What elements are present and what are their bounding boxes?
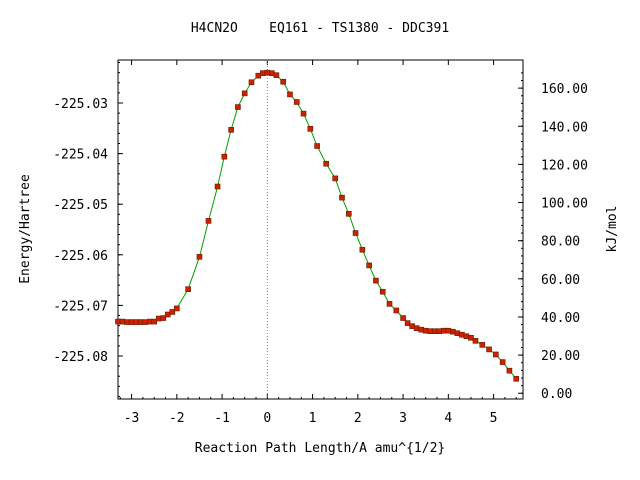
data-point — [352, 230, 359, 236]
data-point — [323, 160, 329, 167]
data-point — [185, 286, 191, 293]
data-point — [314, 143, 320, 149]
data-point — [479, 342, 486, 348]
data-point — [214, 183, 221, 190]
data-point — [468, 334, 474, 341]
data-point — [373, 277, 379, 284]
data-point — [386, 301, 393, 307]
data-point — [513, 375, 520, 382]
x-tick-label: 2 — [354, 411, 362, 426]
y-tick-label: -225.08 — [53, 350, 108, 365]
data-point — [205, 218, 212, 224]
x-tick-label: -2 — [169, 411, 185, 426]
data-point — [174, 305, 180, 312]
x-axis-ticks: -3 -2 -1 0 1 2 3 4 5 — [119, 60, 517, 426]
data-point — [241, 90, 248, 97]
x-tick-label: 4 — [444, 411, 452, 426]
data-point — [404, 320, 411, 326]
data-point — [196, 254, 203, 260]
series-points — [115, 69, 520, 382]
data-point — [486, 346, 492, 353]
x-tick-label: -3 — [124, 411, 140, 426]
data-point — [221, 153, 228, 160]
y-tick-label: -225.03 — [53, 97, 108, 112]
data-point — [366, 262, 372, 269]
data-point — [169, 309, 176, 315]
y2-tick-label: 80.00 — [541, 235, 580, 250]
x-tick-label: 1 — [309, 411, 317, 426]
x-tick-label: 5 — [490, 411, 498, 426]
y-tick-label: -225.04 — [53, 148, 108, 163]
y2-axis-ticks: 0.00 20.00 40.00 60.00 80.00 100.00 120.00 140.… — [518, 72, 588, 402]
y2-tick-label: 40.00 — [541, 311, 580, 326]
x-tick-label: 3 — [399, 411, 407, 426]
chart-title: H4CN2O EQ161 - TS1380 - DDC391 — [191, 21, 449, 36]
data-point — [359, 246, 366, 253]
x-tick-label: 0 — [263, 411, 271, 426]
data-point — [293, 99, 300, 105]
y2-tick-label: 60.00 — [541, 273, 580, 288]
data-point — [287, 91, 293, 98]
data-point — [228, 127, 234, 133]
y2-tick-label: 140.00 — [541, 120, 588, 135]
y2-tick-label: 0.00 — [541, 387, 572, 402]
data-point — [280, 78, 286, 85]
y2-tick-label: 100.00 — [541, 197, 588, 212]
y2-tick-label: 20.00 — [541, 349, 580, 364]
y-tick-label: -225.06 — [53, 249, 108, 264]
data-point — [339, 194, 345, 201]
y-axis-ticks: -225.03 -225.04 -225.05 -225.06 -225.07 -225.… — [53, 62, 123, 397]
y2-tick-label: 120.00 — [541, 158, 588, 173]
plot-frame — [117, 59, 524, 400]
y-tick-label: -225.05 — [53, 198, 108, 213]
data-point — [379, 288, 386, 295]
data-point — [499, 359, 506, 365]
data-point — [151, 318, 158, 325]
data-point — [235, 104, 241, 110]
data-point — [307, 126, 314, 132]
data-point — [493, 351, 499, 358]
y2-tick-label: 160.00 — [541, 82, 588, 97]
x-axis-label: Reaction Path Length/A amu^{1/2} — [195, 441, 445, 456]
y2-axis-label: kJ/mol — [605, 206, 620, 253]
x-tick-label: -1 — [214, 411, 230, 426]
data-point — [393, 307, 400, 314]
data-point — [332, 175, 339, 182]
data-point — [160, 315, 167, 321]
data-point — [300, 110, 307, 117]
data-point — [400, 315, 406, 321]
y-axis-label: Energy/Hartree — [18, 174, 33, 284]
y-tick-label: -225.07 — [53, 299, 108, 314]
data-point — [273, 72, 280, 78]
data-point — [345, 211, 352, 217]
data-point — [506, 367, 513, 374]
data-point — [472, 338, 479, 344]
data-point — [248, 79, 255, 86]
